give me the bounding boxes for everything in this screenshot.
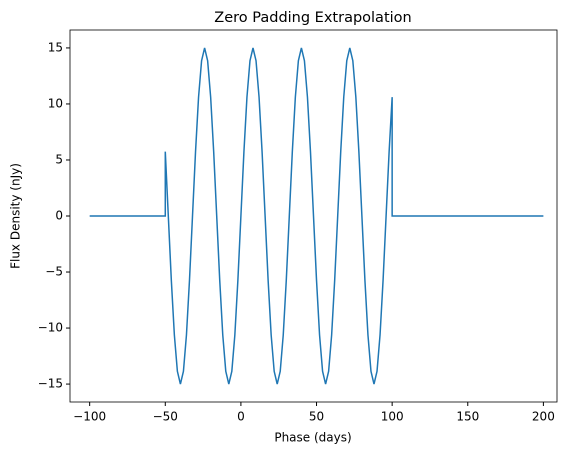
plot-frame: [69, 29, 558, 403]
chart-title: Zero Padding Extrapolation: [214, 10, 411, 26]
x-tick-label: −100: [73, 410, 106, 424]
y-tick-label: −5: [45, 265, 63, 279]
x-axis-label: Phase (days): [274, 431, 351, 445]
y-tick-label: −10: [38, 321, 63, 335]
x-tick-label: 100: [381, 410, 404, 424]
y-tick-label: 15: [48, 40, 63, 54]
y-tick-label: 10: [48, 96, 63, 110]
data-line: [89, 47, 544, 385]
x-tick-label: 0: [237, 410, 245, 424]
y-tick-label: −15: [38, 377, 63, 391]
y-axis-label: Flux Density (nJy): [9, 163, 23, 269]
x-tick-label: 150: [456, 410, 479, 424]
y-tick-label: 5: [55, 152, 63, 166]
x-tick-label: −50: [153, 410, 178, 424]
x-tick-label: 200: [532, 410, 555, 424]
y-tick-label: 0: [55, 209, 63, 223]
x-tick-label: 50: [309, 410, 324, 424]
